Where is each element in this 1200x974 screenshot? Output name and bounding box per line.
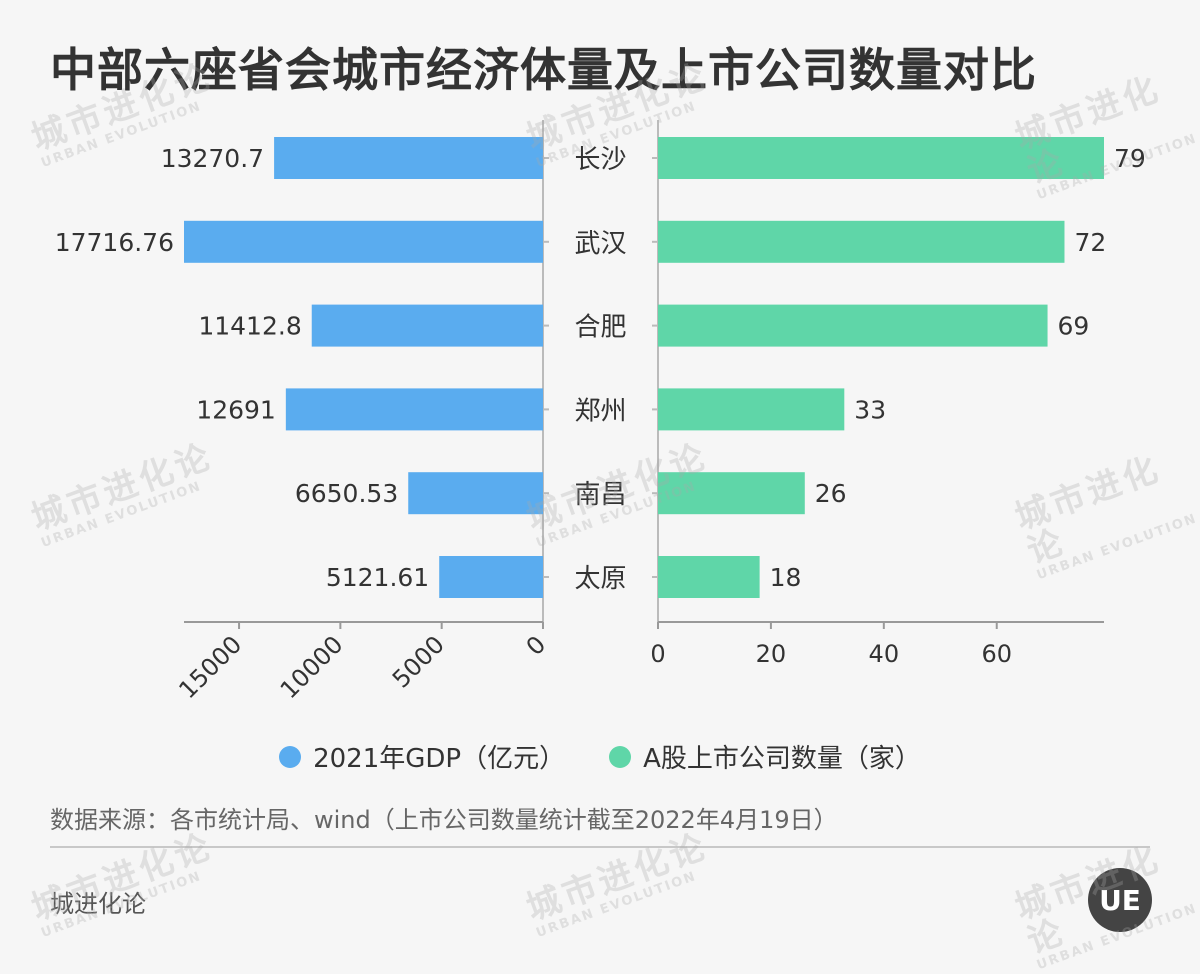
- companies-value-label: 72: [1074, 228, 1106, 257]
- gdp-value-label: 13270.7: [161, 144, 264, 173]
- legend-item-gdp: 2021年GDP（亿元）: [279, 738, 565, 775]
- companies-bar: [658, 388, 845, 431]
- companies-value-label: 69: [1058, 312, 1090, 341]
- gdp-bar: [285, 388, 543, 431]
- gdp-value-label: 17716.76: [55, 228, 174, 257]
- category-label: 合肥: [574, 313, 626, 343]
- legend-item-companies: A股上市公司数量（家）: [609, 738, 921, 775]
- chart-title: 中部六座省会城市经济体量及上市公司数量对比: [50, 43, 1037, 97]
- companies-value-label: 26: [815, 479, 847, 508]
- gdp-tick-label: 0: [521, 630, 552, 661]
- gdp-bar: [311, 304, 543, 347]
- bar-chart: 13270.7 79 长沙 17716.76 72 武汉 11412.8 69 合肥 12691 3…: [55, 120, 1146, 704]
- legend-dot-gdp: [279, 745, 302, 768]
- gdp-tick-label: 15000: [173, 630, 247, 704]
- brand-name: 城进化论: [50, 890, 146, 918]
- gdp-bar: [439, 556, 543, 598]
- legend: 2021年GDP（亿元） A股上市公司数量（家）: [0, 738, 1200, 775]
- gdp-bar: [274, 137, 543, 179]
- gdp-bar: [408, 472, 543, 515]
- companies-tick-label: 0: [650, 640, 665, 668]
- companies-bar: [658, 472, 805, 515]
- category-label: 长沙: [574, 145, 626, 175]
- category-label: 南昌: [574, 480, 626, 510]
- gdp-value-label: 6650.53: [295, 479, 398, 508]
- companies-tick-label: 40: [869, 640, 900, 668]
- category-label: 武汉: [574, 229, 626, 259]
- companies-bar: [658, 556, 760, 598]
- gdp-value-label: 12691: [196, 395, 276, 424]
- companies-bar: [658, 304, 1048, 347]
- companies-value-label: 79: [1114, 144, 1146, 173]
- gdp-value-label: 5121.61: [326, 563, 429, 592]
- legend-label-companies: A股上市公司数量（家）: [643, 744, 921, 774]
- category-label: 郑州: [574, 396, 626, 426]
- gdp-tick-label: 5000: [387, 630, 450, 693]
- companies-value-label: 33: [854, 395, 886, 424]
- category-label: 太原: [574, 564, 626, 594]
- companies-tick-label: 60: [981, 640, 1012, 668]
- companies-bar: [658, 220, 1065, 263]
- legend-dot-companies: [609, 745, 632, 768]
- source-note: 数据来源：各市统计局、wind（上市公司数量统计截至2022年4月19日）: [50, 806, 838, 834]
- companies-bar: [658, 137, 1104, 179]
- brand-logo: UE: [1088, 868, 1152, 932]
- companies-tick-label: 20: [756, 640, 787, 668]
- gdp-tick-label: 10000: [275, 630, 349, 704]
- gdp-bar: [184, 220, 543, 263]
- gdp-value-label: 11412.8: [198, 312, 301, 341]
- companies-value-label: 18: [770, 563, 802, 592]
- divider: [50, 846, 1150, 848]
- legend-label-gdp: 2021年GDP（亿元）: [313, 744, 566, 774]
